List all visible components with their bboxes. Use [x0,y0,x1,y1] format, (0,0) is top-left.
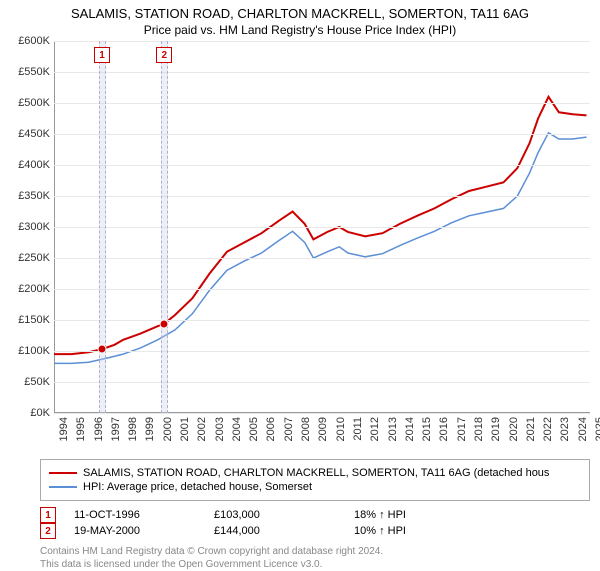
x-tick-label: 1998 [127,417,139,441]
x-tick-label: 2015 [421,417,433,441]
event-row: 2 19-MAY-2000£144,00010% ↑ HPI [40,523,590,539]
x-tick-label: 2016 [438,417,450,441]
event-delta: 10% ↑ HPI [354,525,494,537]
y-tick-label: £50K [24,376,50,388]
event-marker-dot [98,345,107,354]
gridline-h [54,103,590,104]
event-price: £103,000 [214,509,354,521]
x-tick-label: 2021 [525,417,537,441]
event-badge: 2 [156,47,172,63]
y-tick-label: £400K [18,159,50,171]
x-tick-label: 2002 [196,417,208,441]
y-tick-label: £550K [18,66,50,78]
x-tick-label: 1997 [110,417,122,441]
y-tick-label: £250K [18,252,50,264]
event-badge: 1 [94,47,110,63]
legend: SALAMIS, STATION ROAD, CHARLTON MACKRELL… [40,459,590,501]
event-row-badge: 1 [40,507,56,523]
event-marker-dot [160,319,169,328]
event-date: 11-OCT-1996 [74,509,214,521]
x-tick-label: 2020 [508,417,520,441]
x-tick-label: 2014 [404,417,416,441]
gridline-h [54,227,590,228]
y-tick-label: £500K [18,97,50,109]
x-tick-label: 2010 [335,417,347,441]
gridline-h [54,382,590,383]
gridline-h [54,72,590,73]
x-axis-labels: 1994 1995 1996 1997 1998 1999 2000 2001 2002 2003… [54,413,590,455]
x-tick-label: 2006 [265,417,277,441]
y-tick-label: £350K [18,190,50,202]
plot-area: £0K£50K£100K£150K£200K£250K£300K£350K£40… [54,41,590,413]
x-tick-label: 2000 [162,417,174,441]
x-tick-label: 2019 [490,417,502,441]
x-tick-label: 1994 [58,417,70,441]
y-tick-label: £450K [18,128,50,140]
x-tick-label: 2017 [456,417,468,441]
footnote-line1: Contains HM Land Registry data © Crown c… [40,545,590,558]
legend-swatch [49,486,77,488]
x-tick-label: 2018 [473,417,485,441]
x-tick-label: 1996 [93,417,105,441]
gridline-h [54,258,590,259]
gridline-h [54,134,590,135]
x-tick-label: 2007 [283,417,295,441]
series-line-hpi [54,133,587,364]
gridline-h [54,289,590,290]
x-tick-label: 1995 [75,417,87,441]
event-price: £144,000 [214,525,354,537]
x-tick-label: 2005 [248,417,260,441]
footnote: Contains HM Land Registry data © Crown c… [40,545,590,571]
y-tick-label: £300K [18,221,50,233]
legend-label: HPI: Average price, detached house, Some… [83,481,312,493]
gridline-h [54,320,590,321]
y-tick-label: £200K [18,283,50,295]
legend-row: SALAMIS, STATION ROAD, CHARLTON MACKRELL… [49,466,581,480]
series-line-property [54,97,587,354]
event-delta: 18% ↑ HPI [354,509,494,521]
x-tick-label: 2013 [387,417,399,441]
legend-label: SALAMIS, STATION ROAD, CHARLTON MACKRELL… [83,467,549,479]
chart-container: SALAMIS, STATION ROAD, CHARLTON MACKRELL… [0,0,600,560]
x-tick-label: 2012 [369,417,381,441]
x-tick-label: 2025 [594,417,600,441]
gridline-h [54,351,590,352]
legend-swatch [49,472,77,474]
chart-title: SALAMIS, STATION ROAD, CHARLTON MACKRELL… [0,0,600,21]
x-tick-label: 2008 [300,417,312,441]
y-tick-label: £150K [18,314,50,326]
event-row: 1 11-OCT-1996£103,00018% ↑ HPI [40,507,590,523]
y-tick-label: £600K [18,35,50,47]
event-row-badge: 2 [40,523,56,539]
x-tick-label: 2011 [352,417,364,441]
x-tick-label: 2003 [214,417,226,441]
x-tick-label: 2023 [559,417,571,441]
event-band [99,41,106,413]
x-tick-label: 2024 [577,417,589,441]
legend-row: HPI: Average price, detached house, Some… [49,480,581,494]
event-date: 19-MAY-2000 [74,525,214,537]
chart-subtitle: Price paid vs. HM Land Registry's House … [0,21,600,41]
event-band [161,41,168,413]
x-tick-label: 2004 [231,417,243,441]
gridline-h [54,165,590,166]
gridline-h [54,41,590,42]
x-tick-label: 2001 [179,417,191,441]
x-tick-label: 2022 [542,417,554,441]
x-tick-label: 2009 [317,417,329,441]
y-tick-label: £100K [18,345,50,357]
events-table: 1 11-OCT-1996£103,00018% ↑ HPI 2 19-MAY-200… [40,507,590,539]
y-tick-label: £0K [30,407,50,419]
x-tick-label: 1999 [144,417,156,441]
gridline-h [54,196,590,197]
